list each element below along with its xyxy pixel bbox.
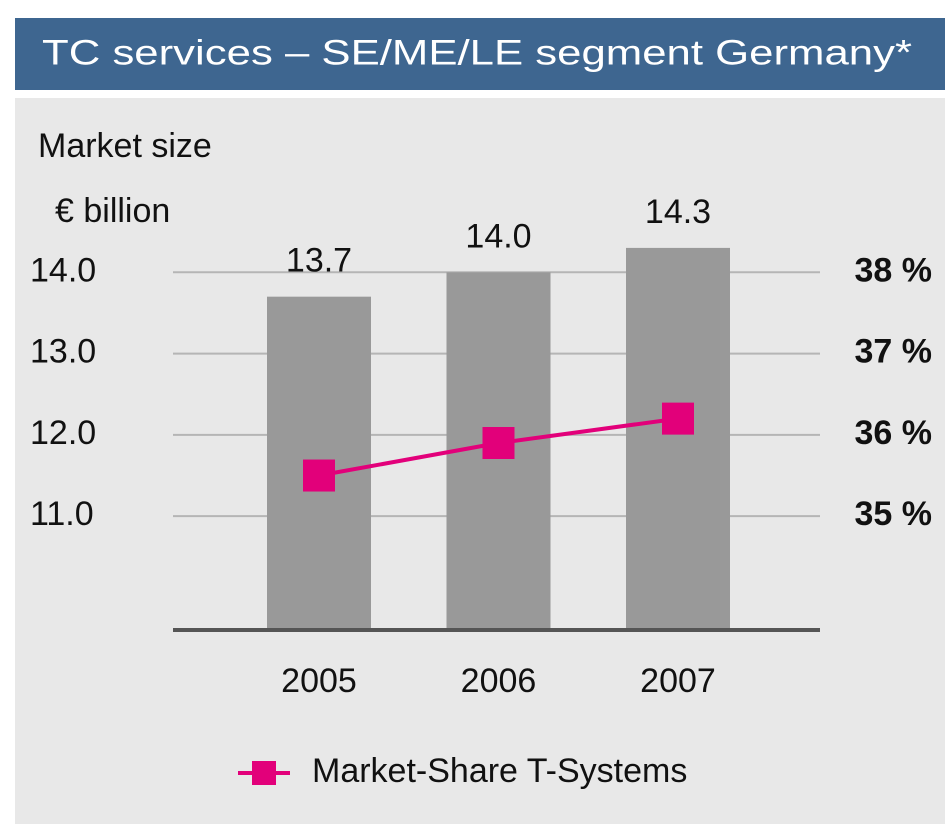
value-label: 14.0: [465, 217, 531, 255]
y-tick-label: 11.0: [30, 495, 94, 533]
y-tick-label: 13.0: [30, 333, 96, 371]
chart-title: TC services – SE/ME/LE segment Germany*: [42, 33, 912, 72]
bar: [626, 247, 730, 630]
y-tick-label: 14.0: [30, 251, 96, 289]
legend-marker: [252, 761, 276, 785]
y2-tick-label: 38 %: [855, 251, 933, 289]
x-tick-label: 2005: [281, 662, 357, 700]
title-bar: [15, 18, 945, 90]
y2-tick-label: 35 %: [855, 495, 933, 533]
value-label: 14.3: [645, 193, 711, 231]
y-axis-unit: € billion: [55, 192, 170, 230]
value-label: 13.7: [286, 242, 352, 280]
series-marker: [303, 459, 335, 492]
y2-tick-label: 37 %: [855, 333, 933, 371]
x-tick-label: 2007: [640, 662, 716, 700]
series-marker: [662, 402, 694, 435]
x-tick-label: 2006: [461, 662, 537, 700]
legend-label: Market-Share T-Systems: [312, 752, 687, 790]
y2-tick-label: 36 %: [855, 414, 933, 452]
series-marker: [482, 427, 515, 460]
y-tick-label: 12.0: [30, 414, 96, 452]
y-axis-label: Market size: [38, 127, 212, 165]
